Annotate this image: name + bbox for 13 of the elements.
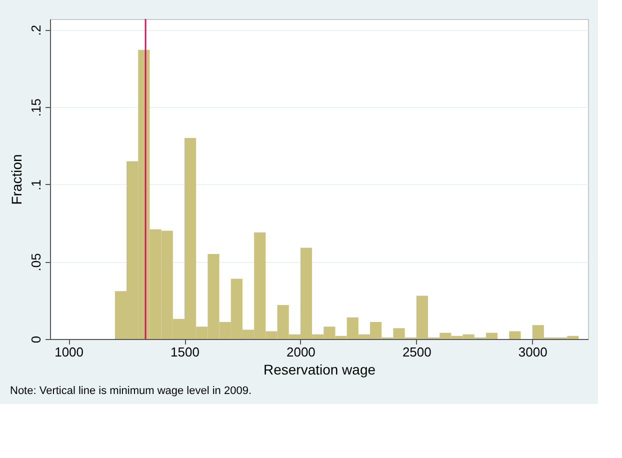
y-tick-label: .15 [28,98,44,117]
x-axis-title: Reservation wage [263,362,376,378]
y-tick-label: .2 [28,24,44,36]
x-tick-label: 3000 [518,344,548,360]
x-tick-label: 1000 [54,344,84,360]
y-tick-label: 0 [28,336,44,344]
y-axis-title: Fraction [8,154,24,205]
x-tick-label: 2000 [286,344,316,360]
y-tick-label: .05 [28,253,44,272]
x-tick-label: 2500 [402,344,432,360]
y-tick-label: .1 [28,179,44,190]
text: Note: Vertical line is minimum wage level in 2009. [10,385,252,397]
x-tick-label: 1500 [170,344,200,360]
